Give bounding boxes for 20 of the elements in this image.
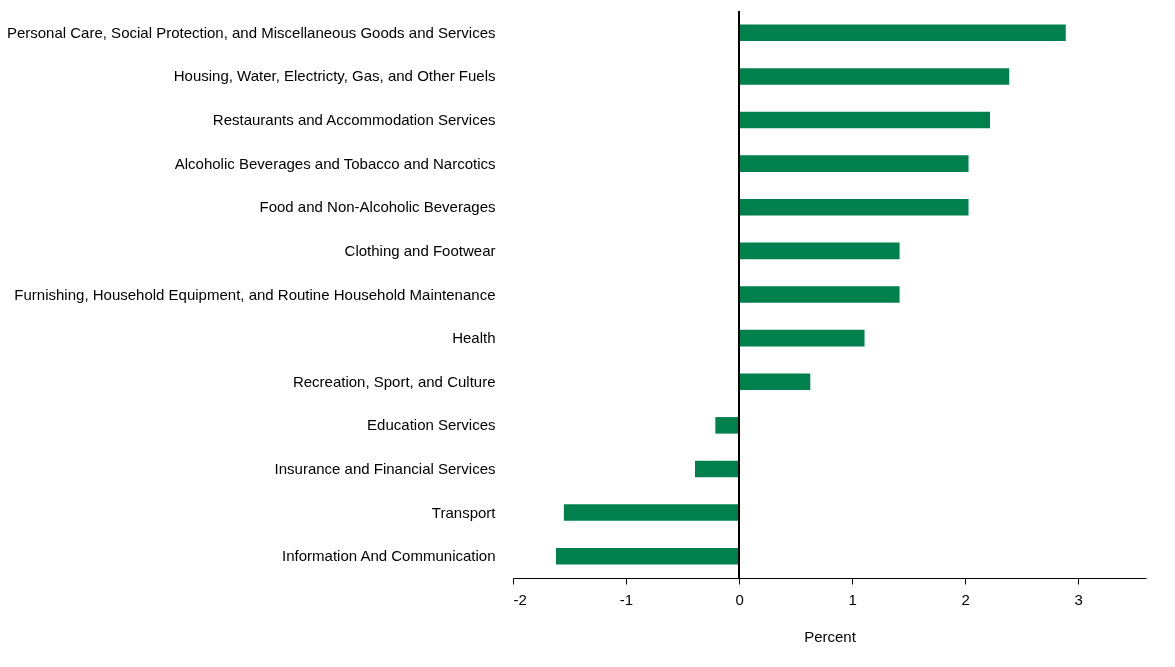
x-tick-label: -2 [513,590,527,608]
x-tick-label: 0 [735,590,744,608]
y-tick-label: Restaurants and Accommodation Services [212,111,496,129]
x-tick-label: -1 [619,590,634,608]
y-tick-label: Housing, Water, Electricty, Gas, and Other Fuels [173,67,496,85]
y-tick-label: Alcoholic Beverages and Tobacco and Narcotics [174,154,496,172]
y-tick-label: Recreation, Sport, and Culture [292,372,496,390]
y-tick-label: Food and Non-Alcoholic Beverages [259,198,496,216]
y-tick-label: Clothing and Footwear [344,241,496,259]
x-tick-label: 1 [848,590,857,608]
x-axis-title: Percent [804,627,857,645]
x-tick-label: 3 [1074,590,1083,608]
y-tick-label: Transport [431,503,497,521]
y-tick-label: Information And Communication [282,547,496,565]
y-tick-label: Furnishing, Household Equipment, and Routine Household Maintenance [14,285,496,303]
x-tick-label: 2 [961,590,970,608]
y-tick-label: Insurance and Financial Services [274,459,496,477]
y-tick-label: Health [452,329,496,347]
y-tick-label: Education Services [367,416,496,434]
y-tick-label: Personal Care, Social Protection, and Miscellaneous Goods and Services [6,23,496,41]
